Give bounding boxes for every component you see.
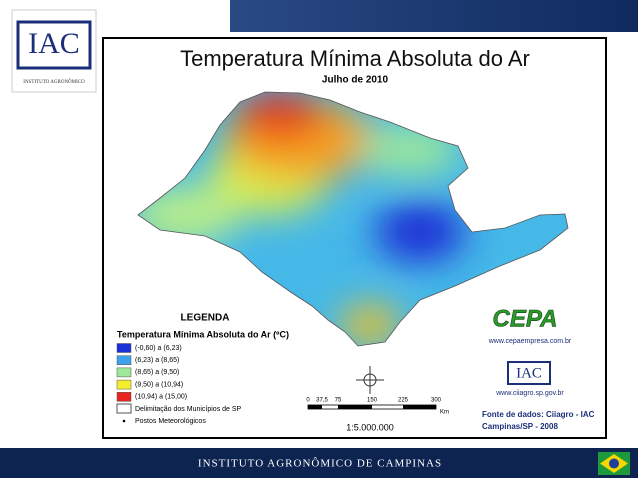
legend: (-0,60) a (6,23) (6,23) a (8,65) (8,65) a … (116, 343, 187, 402)
scale-label: 300 (431, 398, 442, 404)
iac-logo-box (507, 361, 551, 385)
legend-label: (8,65) a (9,50) (135, 369, 179, 376)
logo-text: IAC (28, 27, 80, 60)
ciiagro-url: www.ciiagro.sp.gov.br (495, 390, 564, 397)
scale-segment (308, 405, 322, 409)
legend-label: (6,23) a (8,65) (135, 357, 179, 364)
legend-swatch (116, 379, 132, 390)
legend-swatch (116, 392, 132, 402)
state-border (137, 91, 569, 347)
scale-ratio: 1:5.000.000 (346, 422, 394, 432)
legend-swatch (116, 403, 132, 414)
scale-label: 225 (398, 398, 409, 404)
legend-swatch (116, 367, 132, 378)
legend-dot (122, 419, 126, 423)
legend-title: Temperatura Mínima Absoluta do Ar (ºC) (117, 329, 289, 339)
footer-text: INSTITUTO AGRONÔMICO DE CAMPINAS (198, 458, 442, 470)
header-band (230, 0, 638, 32)
cepa-url: www.cepaempresa.com.br (488, 338, 572, 345)
scale-bar: 0 37,5 75 150 225 300 Km (306, 398, 449, 416)
iac-logo: IAC (516, 365, 542, 381)
legend-swatch (116, 343, 132, 353)
scale-label: 75 (335, 398, 342, 404)
legend-label: (-0,60) a (6,23) (135, 345, 182, 352)
compass (356, 366, 384, 394)
flag (598, 452, 630, 475)
scale-segment (338, 405, 372, 409)
legend-heading: LEGENDA (181, 313, 230, 324)
logo: IAC INSTITUTO AGRONÔMICO (11, 9, 97, 93)
scale-segment (403, 405, 436, 409)
map-subtitle: Julho de 2010 (322, 75, 389, 86)
footer-band (0, 448, 638, 478)
scale-label: 150 (367, 398, 378, 404)
map-title: Temperatura Mínima Absoluta do Ar (180, 46, 530, 71)
scale-label: 0 (306, 398, 310, 404)
legend-label: Postos Meteorológicos (135, 418, 206, 425)
data-source: Fonte de dados: Ciiagro - IAC (482, 410, 595, 419)
data-place: Campinas/SP - 2008 (482, 422, 558, 431)
cepa-logo: CEPA (493, 305, 558, 332)
legend-label: (10,94) a (15,00) (135, 394, 187, 401)
legend-swatch (116, 355, 132, 365)
scale-unit: Km (440, 410, 449, 416)
scale-label: 37,5 (316, 398, 328, 404)
legend-label: (9,50) a (10,94) (135, 381, 183, 388)
legend-label: Delimitação dos Municípios de SP (135, 406, 242, 413)
logo-subtitle: INSTITUTO AGRONÔMICO (23, 79, 85, 85)
